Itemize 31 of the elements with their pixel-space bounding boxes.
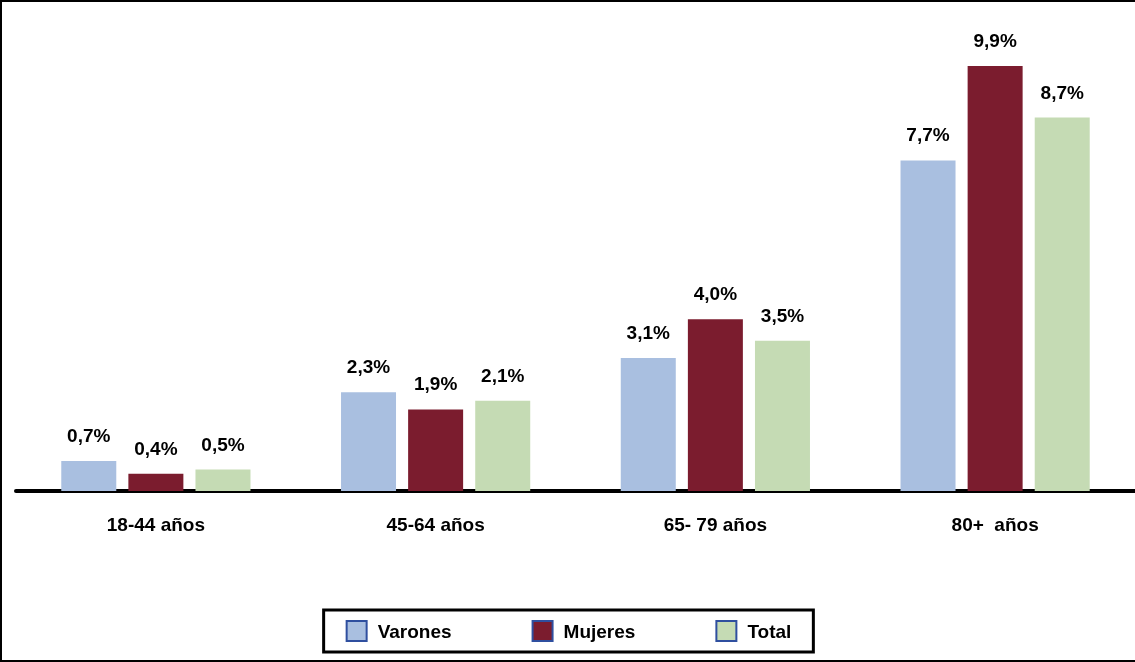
legend-label: Varones bbox=[377, 620, 452, 642]
data-label: 4,0% bbox=[693, 283, 738, 305]
bar bbox=[61, 460, 117, 491]
data-label: 0,7% bbox=[67, 424, 111, 446]
data-label: 0,5% bbox=[201, 433, 245, 455]
data-label: 2,3% bbox=[346, 356, 391, 378]
data-label: 8,7% bbox=[1040, 81, 1084, 103]
x-tick-label: 80+ años bbox=[951, 514, 1039, 535]
x-tick-label: 65- 79 años bbox=[663, 514, 768, 535]
data-label: 3,1% bbox=[626, 321, 671, 343]
bar bbox=[1034, 117, 1090, 491]
bar bbox=[754, 340, 810, 491]
legend-label: Total bbox=[747, 620, 792, 642]
x-tick-label: 18-44 años bbox=[106, 514, 205, 535]
bar bbox=[128, 473, 184, 491]
bar bbox=[687, 319, 743, 491]
data-label: 3,5% bbox=[760, 304, 805, 326]
data-label: 2,1% bbox=[481, 364, 525, 386]
bar bbox=[475, 400, 531, 491]
x-tick-label: 45-64 años bbox=[386, 514, 485, 535]
data-label: 1,9% bbox=[413, 373, 458, 395]
bar bbox=[408, 409, 464, 491]
bar bbox=[341, 392, 397, 491]
bar bbox=[620, 357, 676, 491]
legend-label: Mujeres bbox=[563, 620, 636, 642]
data-label: 9,9% bbox=[973, 30, 1017, 51]
data-label: 7,7% bbox=[906, 124, 950, 146]
bar bbox=[195, 469, 251, 491]
data-label: 0,4% bbox=[134, 437, 178, 459]
bar bbox=[967, 66, 1023, 491]
bar bbox=[900, 160, 956, 491]
